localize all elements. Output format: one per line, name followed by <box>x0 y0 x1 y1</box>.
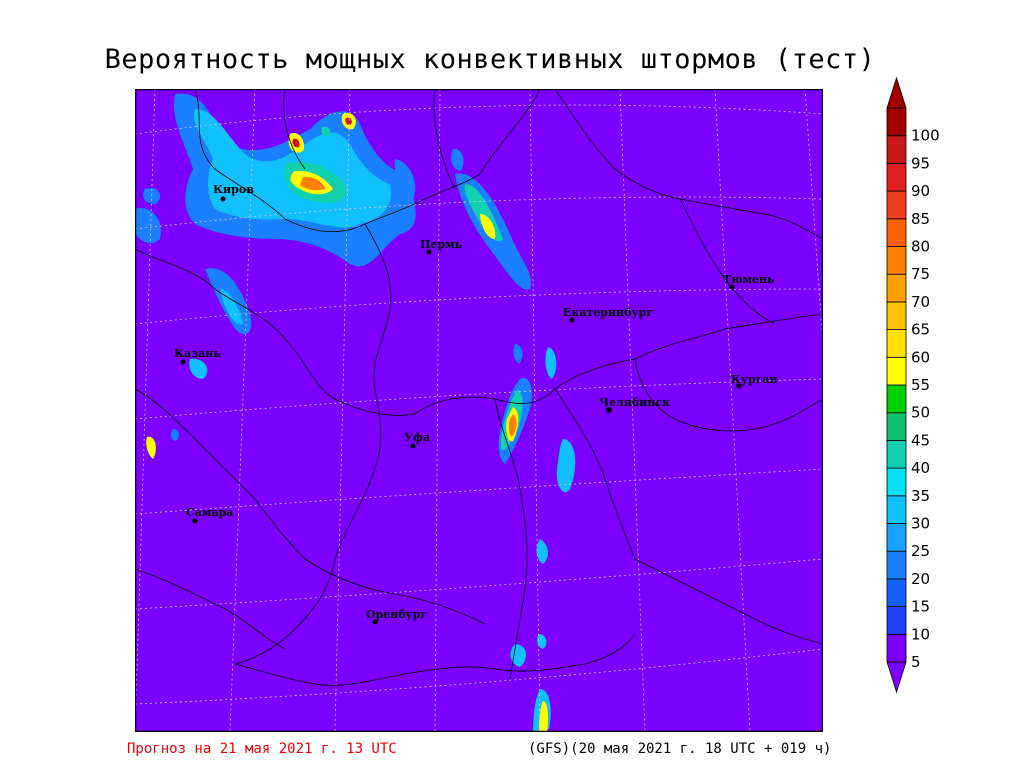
city-dot-yekaterinburg <box>569 317 575 323</box>
legend-label: 40 <box>911 459 930 477</box>
legend-label: 15 <box>911 598 930 616</box>
legend-swatch <box>886 467 907 497</box>
probability-map: Киров Пермь Тюмень Екатеринбург Казань К… <box>135 89 823 732</box>
legend-label: 100 <box>911 127 940 145</box>
city-dot-tyumen <box>729 284 735 290</box>
legend-swatch <box>886 301 907 330</box>
city-label-chelyabinsk: Челябинск <box>599 396 670 409</box>
legend-swatch <box>886 107 907 137</box>
city-markers: Киров Пермь Тюмень Екатеринбург Казань К… <box>174 183 778 625</box>
legend-swatch <box>886 384 907 414</box>
legend-swatch <box>886 163 907 192</box>
legend-label: 95 <box>911 154 930 172</box>
legend-swatch <box>886 246 907 275</box>
legend-label: 10 <box>911 625 930 643</box>
region-borders <box>135 89 823 686</box>
legend-label: 30 <box>911 515 930 533</box>
legend-label: 20 <box>911 570 930 588</box>
legend-swatch <box>886 439 907 469</box>
legend-swatch <box>886 578 907 607</box>
legend-swatch <box>886 495 907 524</box>
model-run: (GFS)(20 мая 2021 г. 18 UTC + 019 ч) <box>528 741 832 757</box>
legend-label: 60 <box>911 348 930 366</box>
legend-swatch <box>886 218 907 247</box>
legend-label: 90 <box>911 182 930 200</box>
forecast-time: Прогноз на 21 мая 2021 г. 13 UTC <box>127 741 397 757</box>
city-label-orenburg: Оренбург <box>366 608 427 621</box>
coordinate-grid <box>135 89 823 732</box>
city-dot-kazan <box>180 359 186 365</box>
legend-swatch <box>886 523 907 552</box>
city-dot-chelyabinsk <box>606 407 612 413</box>
legend-label: 25 <box>911 542 930 560</box>
legend-label: 70 <box>911 293 930 311</box>
city-label-tyumen: Тюмень <box>723 273 775 286</box>
city-label-kazan: Казань <box>174 347 221 360</box>
legend-swatch <box>886 606 907 635</box>
legend-label: 85 <box>911 210 930 228</box>
city-dot-kirov <box>220 196 226 202</box>
legend-swatch <box>886 190 907 220</box>
legend-label: 75 <box>911 265 930 283</box>
city-label-yekaterinburg: Екатеринбург <box>563 306 653 319</box>
legend-label: 50 <box>911 404 930 422</box>
color-legend: 5 10 15 20 25 30 35 40 45 50 55 60 65 70 75 80 85 90 95 100 <box>886 76 940 694</box>
legend-swatch <box>886 356 907 386</box>
legend-label: 45 <box>911 431 930 449</box>
city-dot-perm <box>426 249 432 255</box>
city-dot-orenburg <box>372 619 378 625</box>
legend-swatch <box>886 412 907 441</box>
legend-swatch <box>886 633 907 663</box>
city-dot-kurgan <box>736 383 742 389</box>
city-label-ufa: Уфа <box>404 431 430 444</box>
legend-swatch <box>886 550 907 580</box>
city-dot-ufa <box>410 443 416 449</box>
city-label-kurgan: Курган <box>731 373 778 386</box>
legend-swatch <box>886 135 907 164</box>
legend-label: 65 <box>911 321 930 339</box>
legend-label: 5 <box>911 653 921 671</box>
legend-cap-top <box>886 76 907 109</box>
legend-bars <box>886 76 907 694</box>
legend-label: 80 <box>911 238 930 256</box>
city-label-samara: Самара <box>186 506 233 519</box>
legend-cap-bottom <box>886 661 907 694</box>
city-dot-samara <box>192 518 198 524</box>
map-title: Вероятность мощных конвективных штормов … <box>104 44 876 75</box>
city-label-perm: Пермь <box>420 238 463 251</box>
city-label-kirov: Киров <box>213 183 254 196</box>
storm-contours <box>135 93 576 732</box>
map-frame <box>135 89 823 732</box>
legend-swatch <box>886 329 907 358</box>
legend-label: 55 <box>911 376 930 394</box>
legend-label: 35 <box>911 487 930 505</box>
legend-labels: 5 10 15 20 25 30 35 40 45 50 55 60 65 70 75 80 85 90 95 100 <box>911 127 940 671</box>
legend-swatch <box>886 273 907 303</box>
